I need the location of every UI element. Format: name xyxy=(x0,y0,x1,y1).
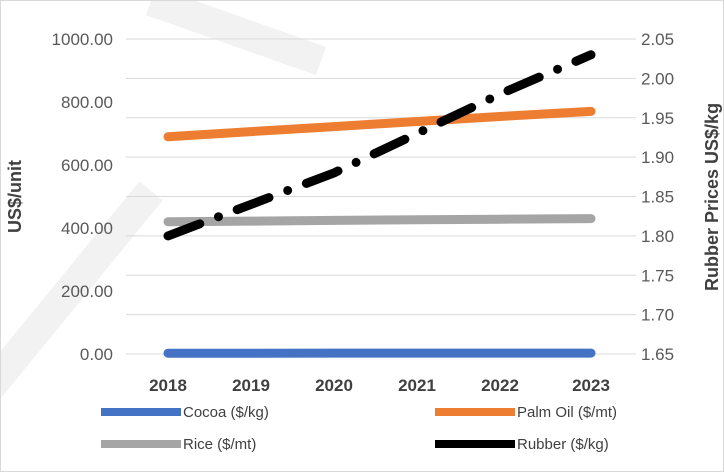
y-right-tick-label: 2.05 xyxy=(641,30,674,49)
y-right-tick-label: 1.85 xyxy=(641,188,674,207)
y-left-tick-label: 0.00 xyxy=(80,345,113,364)
y-right-tick-label: 1.90 xyxy=(641,148,674,167)
legend-label: Rice ($/mt) xyxy=(183,436,256,453)
y-right-axis-title: Rubber Prices US$/kg xyxy=(702,103,722,291)
y-right-tick-label: 1.65 xyxy=(641,345,674,364)
y-left-tick-label: 200.00 xyxy=(61,282,113,301)
x-tick-label: 2019 xyxy=(232,376,270,395)
series-line-rice-mt xyxy=(168,219,591,222)
y-right-tick-label: 1.70 xyxy=(641,306,674,325)
y-left-tick-label: 400.00 xyxy=(61,219,113,238)
x-tick-label: 2018 xyxy=(149,376,187,395)
x-tick-label: 2020 xyxy=(315,376,353,395)
series-line-palm-oil-mt xyxy=(168,111,591,136)
y-right-tick-label: 1.75 xyxy=(641,266,674,285)
x-tick-label: 2022 xyxy=(481,376,519,395)
y-right-tick-label: 1.80 xyxy=(641,227,674,246)
y-right-tick-label: 1.95 xyxy=(641,109,674,128)
legend-label: Cocoa ($/kg) xyxy=(183,404,269,421)
legend-label: Rubber ($/kg) xyxy=(517,436,609,453)
y-left-tick-label: 800.00 xyxy=(61,93,113,112)
x-tick-label: 2023 xyxy=(572,376,610,395)
legend-label: Palm Oil ($/mt) xyxy=(517,404,617,421)
series-line-rubber-kg xyxy=(168,55,591,236)
y-left-axis-title: US$/unit xyxy=(5,160,25,233)
x-tick-label: 2021 xyxy=(398,376,436,395)
y-left-tick-label: 600.00 xyxy=(61,156,113,175)
y-left-tick-label: 1000.00 xyxy=(52,30,113,49)
y-right-tick-label: 2.00 xyxy=(641,69,674,88)
